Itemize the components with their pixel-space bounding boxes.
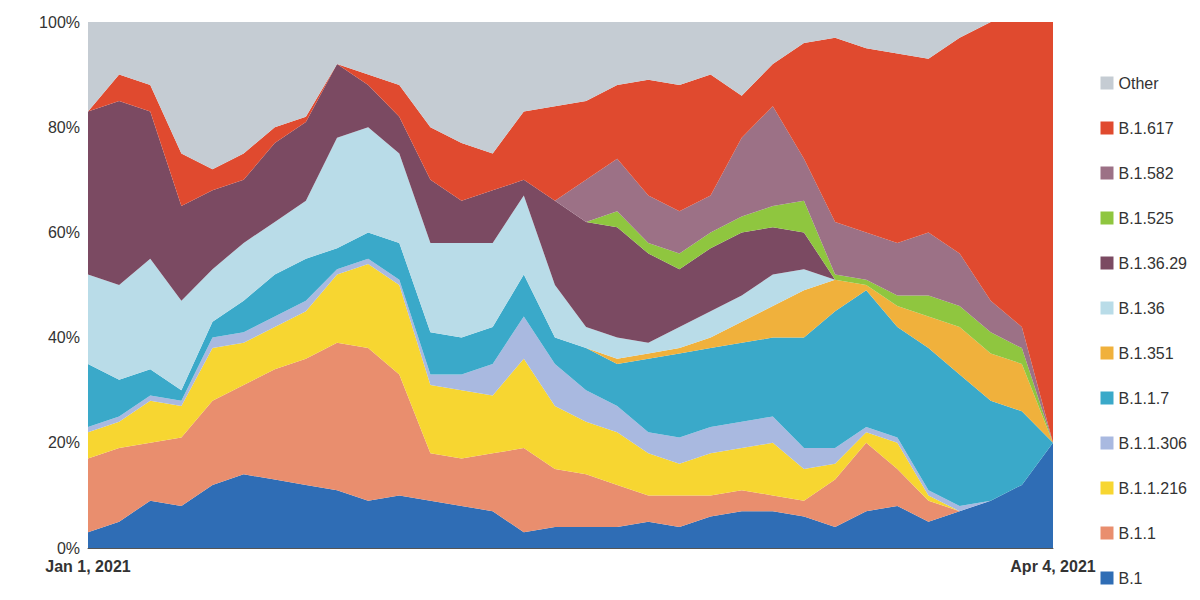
svg-text:Other: Other	[1119, 75, 1160, 92]
svg-text:B.1.582: B.1.582	[1119, 165, 1174, 182]
svg-text:0%: 0%	[57, 540, 80, 557]
svg-text:Jan 1, 2021: Jan 1, 2021	[45, 558, 131, 575]
svg-text:B.1: B.1	[1119, 570, 1143, 587]
svg-text:B.1.1.7: B.1.1.7	[1119, 390, 1170, 407]
svg-text:B.1.351: B.1.351	[1119, 345, 1174, 362]
svg-text:B.1.1.216: B.1.1.216	[1119, 480, 1188, 497]
svg-text:100%: 100%	[39, 14, 80, 31]
svg-text:80%: 80%	[48, 119, 80, 136]
svg-text:B.1.1: B.1.1	[1119, 525, 1156, 542]
svg-text:B.1.36.29: B.1.36.29	[1119, 255, 1188, 272]
svg-text:20%: 20%	[48, 434, 80, 451]
svg-text:60%: 60%	[48, 224, 80, 241]
svg-text:Apr 4, 2021: Apr 4, 2021	[1010, 558, 1095, 575]
svg-text:40%: 40%	[48, 329, 80, 346]
svg-text:B.1.525: B.1.525	[1119, 210, 1174, 227]
svg-text:B.1.36: B.1.36	[1119, 300, 1165, 317]
svg-text:B.1.617: B.1.617	[1119, 120, 1174, 137]
svg-text:B.1.1.306: B.1.1.306	[1119, 435, 1188, 452]
